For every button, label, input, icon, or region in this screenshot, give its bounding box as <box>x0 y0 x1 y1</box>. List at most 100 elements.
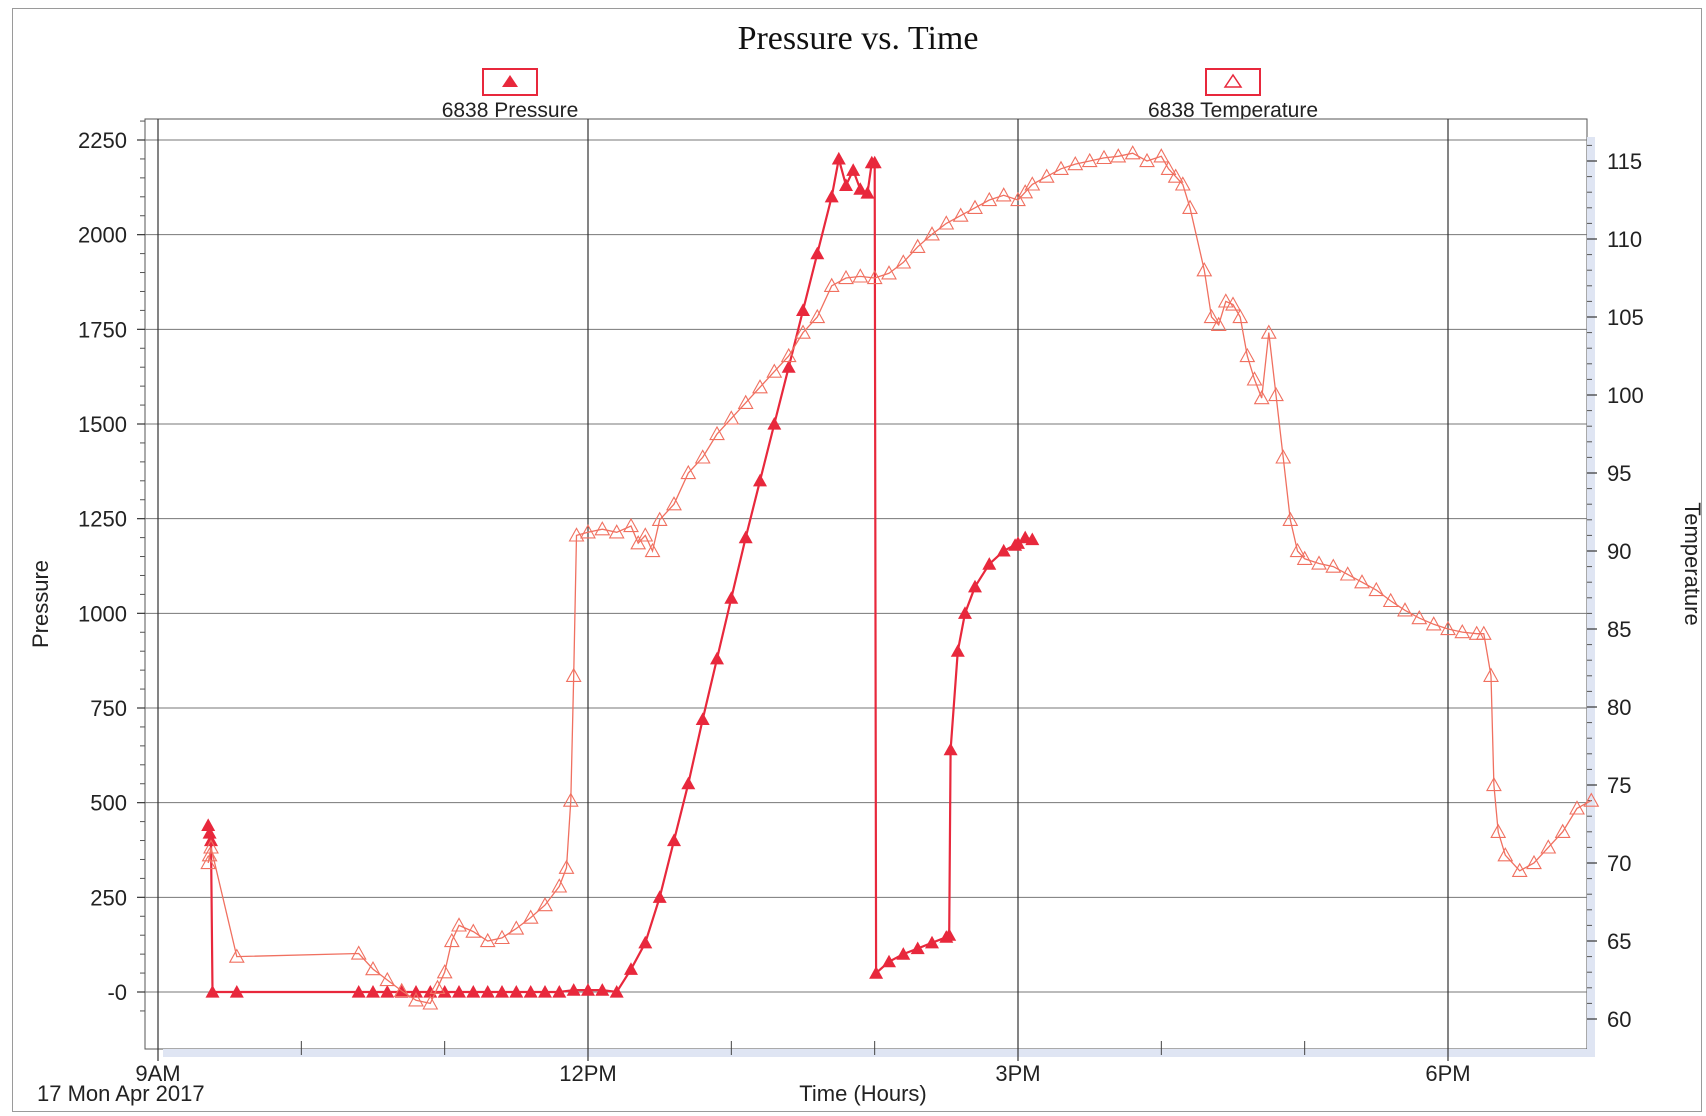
left-axis-tick-label: 750 <box>90 696 127 721</box>
pressure-point <box>996 543 1011 557</box>
temperature-point <box>1096 149 1112 165</box>
x-axis-tick-label: 6PM <box>1425 1061 1470 1086</box>
temperature-point <box>1583 792 1600 807</box>
left-axis-tick-label: 1500 <box>78 412 127 437</box>
pressure-point <box>652 890 667 903</box>
temperature-point <box>1174 176 1191 191</box>
pressure-point <box>552 985 567 998</box>
temperature-point <box>1296 550 1313 565</box>
temperature-point <box>1232 308 1249 324</box>
pressure-point <box>202 826 217 839</box>
temperature-point <box>1268 386 1284 402</box>
temperature-point <box>680 464 697 480</box>
pressure-point <box>1025 532 1040 546</box>
temperature-point <box>537 896 553 912</box>
temperature-point <box>1246 371 1263 386</box>
pressure-temperature-chart: Pressure vs. Time 6838 Pressure 6838 Tem… <box>28 20 1703 1106</box>
pressure-point <box>846 163 861 176</box>
pressure-point <box>229 985 244 998</box>
pressure-point <box>853 182 868 195</box>
temperature-point <box>1511 862 1528 877</box>
temperature-point <box>981 191 998 207</box>
temperature-point <box>1196 262 1213 277</box>
temperature-point <box>924 226 940 241</box>
temperature-point <box>752 379 768 394</box>
pressure-point <box>958 606 972 619</box>
pressure-point <box>695 712 710 725</box>
temperature-point <box>637 527 654 542</box>
temperature-point <box>568 527 585 542</box>
right-axis-tick-label: 70 <box>1607 851 1631 876</box>
temperature-point <box>1485 776 1502 792</box>
temperature-point <box>623 517 639 533</box>
plot-area <box>144 118 1588 1050</box>
right-axis-tick-label: 95 <box>1607 461 1631 486</box>
temperature-point <box>479 932 496 948</box>
right-axis-tick-label: 100 <box>1607 383 1644 408</box>
temperature-point <box>562 792 579 807</box>
right-axis-tick-label: 90 <box>1607 539 1631 564</box>
right-axis-tick-label: 65 <box>1607 929 1631 954</box>
temperature-point <box>1260 324 1277 339</box>
pressure-point <box>638 935 653 949</box>
pressure-point <box>767 417 782 430</box>
pressure-point <box>480 985 495 998</box>
temperature-point <box>895 254 912 269</box>
chart-frame: Pressure vs. Time 6838 Pressure 6838 Tem… <box>12 8 1703 1112</box>
pressure-point <box>1008 538 1023 551</box>
temperature-point <box>1110 148 1127 163</box>
temperature-point <box>1024 176 1041 191</box>
legend-swatch-pressure <box>482 68 538 96</box>
right-axis-tick-label: 75 <box>1607 773 1631 798</box>
temperature-point <box>429 979 446 994</box>
temperature-point <box>1289 542 1306 558</box>
pressure-point <box>495 985 509 998</box>
x-axis-tick-label: 12PM <box>559 1061 616 1086</box>
temperature-point <box>709 425 725 441</box>
pressure-point <box>523 985 538 998</box>
pressure-point <box>595 983 610 996</box>
pressure-point <box>882 954 896 968</box>
temperature-point <box>494 929 510 945</box>
temperature-point <box>1554 823 1571 838</box>
x-axis-tick-label: 9AM <box>135 1061 180 1086</box>
pressure-point <box>681 776 696 790</box>
temperature-point <box>1382 592 1399 608</box>
temperature-point <box>1017 184 1034 199</box>
temperature-point <box>909 238 926 253</box>
pressure-point <box>867 155 882 169</box>
date-label: 17 Mon Apr 2017 <box>37 1081 205 1106</box>
series-line-temperature <box>207 152 1592 1005</box>
right-axis-tick-label: 105 <box>1607 305 1644 330</box>
temperature-point <box>201 847 218 862</box>
pressure-point <box>753 473 767 487</box>
plot-shadow-bottom <box>163 1049 1595 1057</box>
left-axis-tick-label: 2000 <box>78 223 127 248</box>
right-axis-tick-label: 115 <box>1607 149 1642 174</box>
temperature-point <box>522 909 539 924</box>
pressure-point <box>824 189 839 203</box>
temperature-point <box>666 496 682 511</box>
pressure-point <box>380 985 395 998</box>
temperature-point <box>809 308 826 324</box>
legend-label-pressure: 6838 Pressure <box>442 99 579 122</box>
temperature-point <box>938 215 955 230</box>
plot-shadow-right <box>1587 137 1595 1049</box>
temperature-point <box>1225 296 1241 311</box>
temperature-point <box>1454 623 1471 639</box>
temperature-point <box>881 265 897 280</box>
right-axis-tick-label: 110 <box>1607 227 1642 252</box>
pressure-point <box>201 818 216 831</box>
legend-temperature-marker-icon <box>1223 73 1243 88</box>
left-axis-tick-label: 250 <box>90 885 127 910</box>
left-axis-tick-label: 1000 <box>78 601 127 626</box>
temperature-point <box>1124 145 1141 160</box>
temperature-point <box>823 277 840 292</box>
pressure-point <box>839 178 853 191</box>
temperature-point <box>1139 152 1155 168</box>
temperature-point <box>580 524 596 539</box>
x-axis-tick-label: 3PM <box>995 1061 1040 1086</box>
temperature-point <box>422 995 439 1010</box>
temperature-point <box>1160 160 1177 175</box>
pressure-point <box>609 985 624 998</box>
